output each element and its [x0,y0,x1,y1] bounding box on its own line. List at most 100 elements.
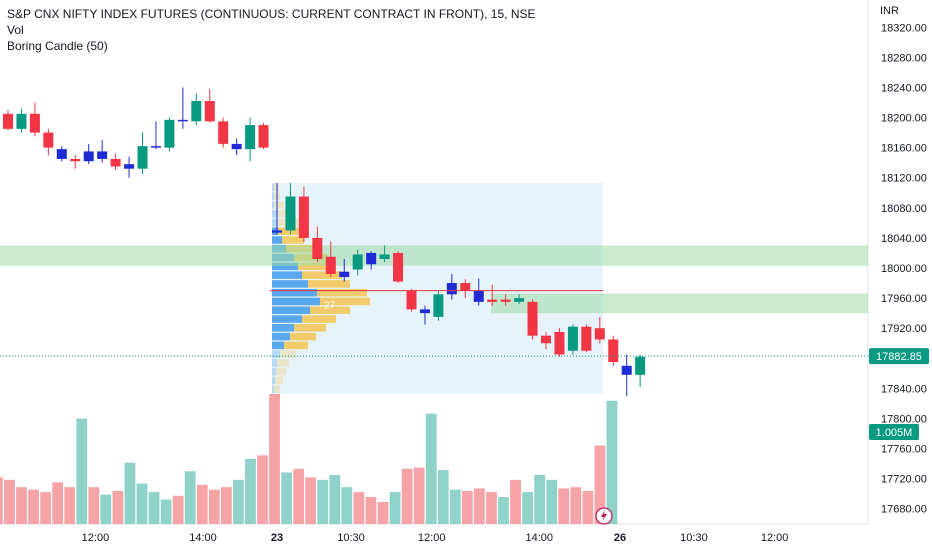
candle-body [379,254,390,259]
price-tick-label: 18160.00 [881,143,927,155]
candle [83,143,94,165]
volume-profile-up-row [272,367,276,376]
volume-bar [124,462,136,524]
candle-body [554,331,565,355]
volume-bar [413,467,425,524]
volume-badge-text: 1.005M [876,427,913,439]
candle [218,117,229,148]
candle [406,289,417,312]
lightning-icon[interactable] [595,507,613,525]
candle [366,251,377,270]
currency-label: INR [880,5,899,17]
volume-bar [0,477,3,524]
time-tick-label: 12:00 [761,532,789,544]
price-axis[interactable]: INR 18320.00 18280.00 18240.00 18200.00 18160… [880,5,927,516]
time-axis[interactable]: 12:00 14:00 23 10:30 12:00 14:00 26 10:30 12:00 [82,532,789,544]
axis-badges: 17882.85 1.005M [595,348,929,525]
volume-bar [522,492,533,524]
volume-bar [16,487,27,524]
candle [204,88,215,123]
candle-body [446,283,457,295]
volume-bar [498,497,509,524]
volume-bar [401,468,413,524]
candle [312,226,323,262]
candle [258,122,269,150]
candle [554,328,565,357]
price-lines [0,290,868,357]
time-tick-label: 12:00 [82,532,110,544]
volume-bar [486,492,497,524]
price-tick-label: 17960.00 [881,293,927,305]
time-tick-label: 10:30 [337,532,365,544]
volume-bar [365,497,377,524]
volume-profile-down-row [294,324,326,332]
price-tick-label: 18080.00 [881,203,927,215]
volume-profile-up-row [272,297,320,306]
candle [110,153,121,171]
volume-bar [220,487,232,524]
candle-body [527,301,538,336]
volume-bar [172,495,184,524]
price-tick-label: 17720.00 [881,474,927,486]
volume-profile: 27 [272,182,603,394]
candle-body [29,113,40,133]
candle-body [110,158,121,167]
volume-profile-up-row [272,288,317,297]
price-tick-label: 18000.00 [881,263,927,275]
candle-body [339,271,350,278]
candle-body [137,146,148,169]
candle-body [325,256,336,275]
candle-body [541,335,551,344]
candle [473,278,484,306]
volume-badge [869,424,919,440]
candle-body [514,298,525,302]
candle-body [581,326,592,351]
volume-profile-down-row [282,236,304,244]
candle [621,354,632,396]
volume-profile-down-row [310,306,350,315]
volume-profile-up-row [272,192,274,200]
candle [56,146,67,162]
candle [500,294,511,306]
candle [16,108,27,133]
volume-bar [425,413,437,524]
volume-bar [184,471,196,524]
volume-bar [558,488,570,524]
volume-profile-up-row [272,209,277,218]
candle [594,316,605,344]
candle [325,241,336,278]
demand-zone [491,293,868,314]
candle-body [285,196,296,231]
volume-profile-up-row [272,324,294,332]
legend-title[interactable]: S&P CNX NIFTY INDEX FUTURES (CONTINUOUS:… [7,7,536,21]
candle-body [191,101,202,122]
price-tick-label: 17800.00 [881,413,927,425]
volume-profile-up-row [272,385,274,394]
candle [285,182,296,235]
candle-body [164,119,175,148]
price-tick-label: 17760.00 [881,444,927,456]
volume-bar [281,472,292,524]
candle [150,121,161,150]
time-tick-label: 14:00 [189,532,217,544]
candle [339,258,350,282]
candle [164,117,175,152]
candle [581,324,592,353]
volume-profile-down-row [290,332,316,341]
candle [29,102,40,137]
volume-profile-down-row [274,385,280,394]
candle-body [231,143,242,150]
volume-bar [136,483,148,524]
volume-profile-down-row [274,201,284,209]
legend-vol[interactable]: Vol [7,23,24,37]
candle-body [218,121,229,144]
price-tick-label: 18040.00 [881,233,927,245]
candle [514,294,525,305]
legend-indicator[interactable]: Boring Candle (50) [7,39,108,53]
candle-body [272,230,282,233]
volume-bar [377,501,389,524]
time-tick-label: 14:00 [526,532,554,544]
price-tick-label: 17840.00 [881,383,927,395]
